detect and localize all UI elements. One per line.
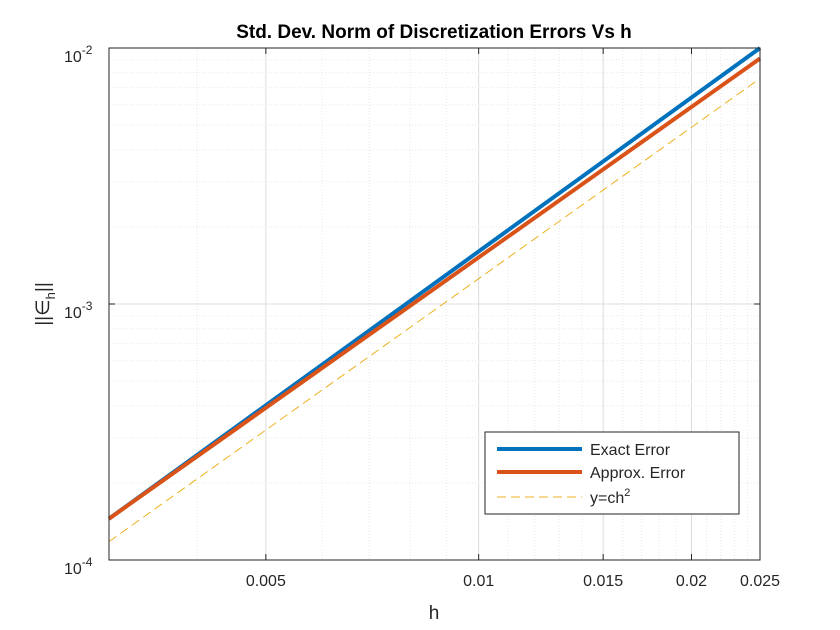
x-tick-label: 0.005 [246,573,286,590]
x-tick-label: 0.02 [676,573,707,590]
y-tick-label: 10-4 [64,555,93,578]
y-tick-labels: 10-4 10-3 10-2 [64,43,93,578]
y-tick-label: 10-3 [64,299,93,322]
legend-entries: Exact Error Approx. Error y=ch2 [497,442,686,507]
legend: Exact Error Approx. Error y=ch2 [484,431,740,515]
legend-label-2: y=ch2 [590,487,630,507]
y-axis-label-subscript: h [43,292,58,299]
y-axis-label: ||∈h|| [33,282,58,326]
x-tick-label: 0.025 [740,573,780,590]
x-tick-label: 0.01 [463,573,494,590]
y-axis-label-base: ||∈ [33,299,54,325]
chart-title: Std. Dev. Norm of Discretization Errors … [236,22,632,43]
series-line-2 [108,78,761,543]
x-tick-label: 0.015 [583,573,623,590]
y-axis-label-group: ||∈h|| [33,282,58,326]
y-tick-label: 10-2 [64,43,93,66]
series-layer [107,46,762,543]
legend-label-1: Approx. Error [590,465,686,482]
x-axis-label: h [429,603,440,624]
tick-marks [109,47,761,561]
legend-label-0: Exact Error [590,442,671,459]
x-tick-labels: 0.005 0.01 0.015 0.02 0.025 [246,573,780,590]
series-line-1 [107,56,762,521]
y-axis-label-tail: || [33,282,54,292]
